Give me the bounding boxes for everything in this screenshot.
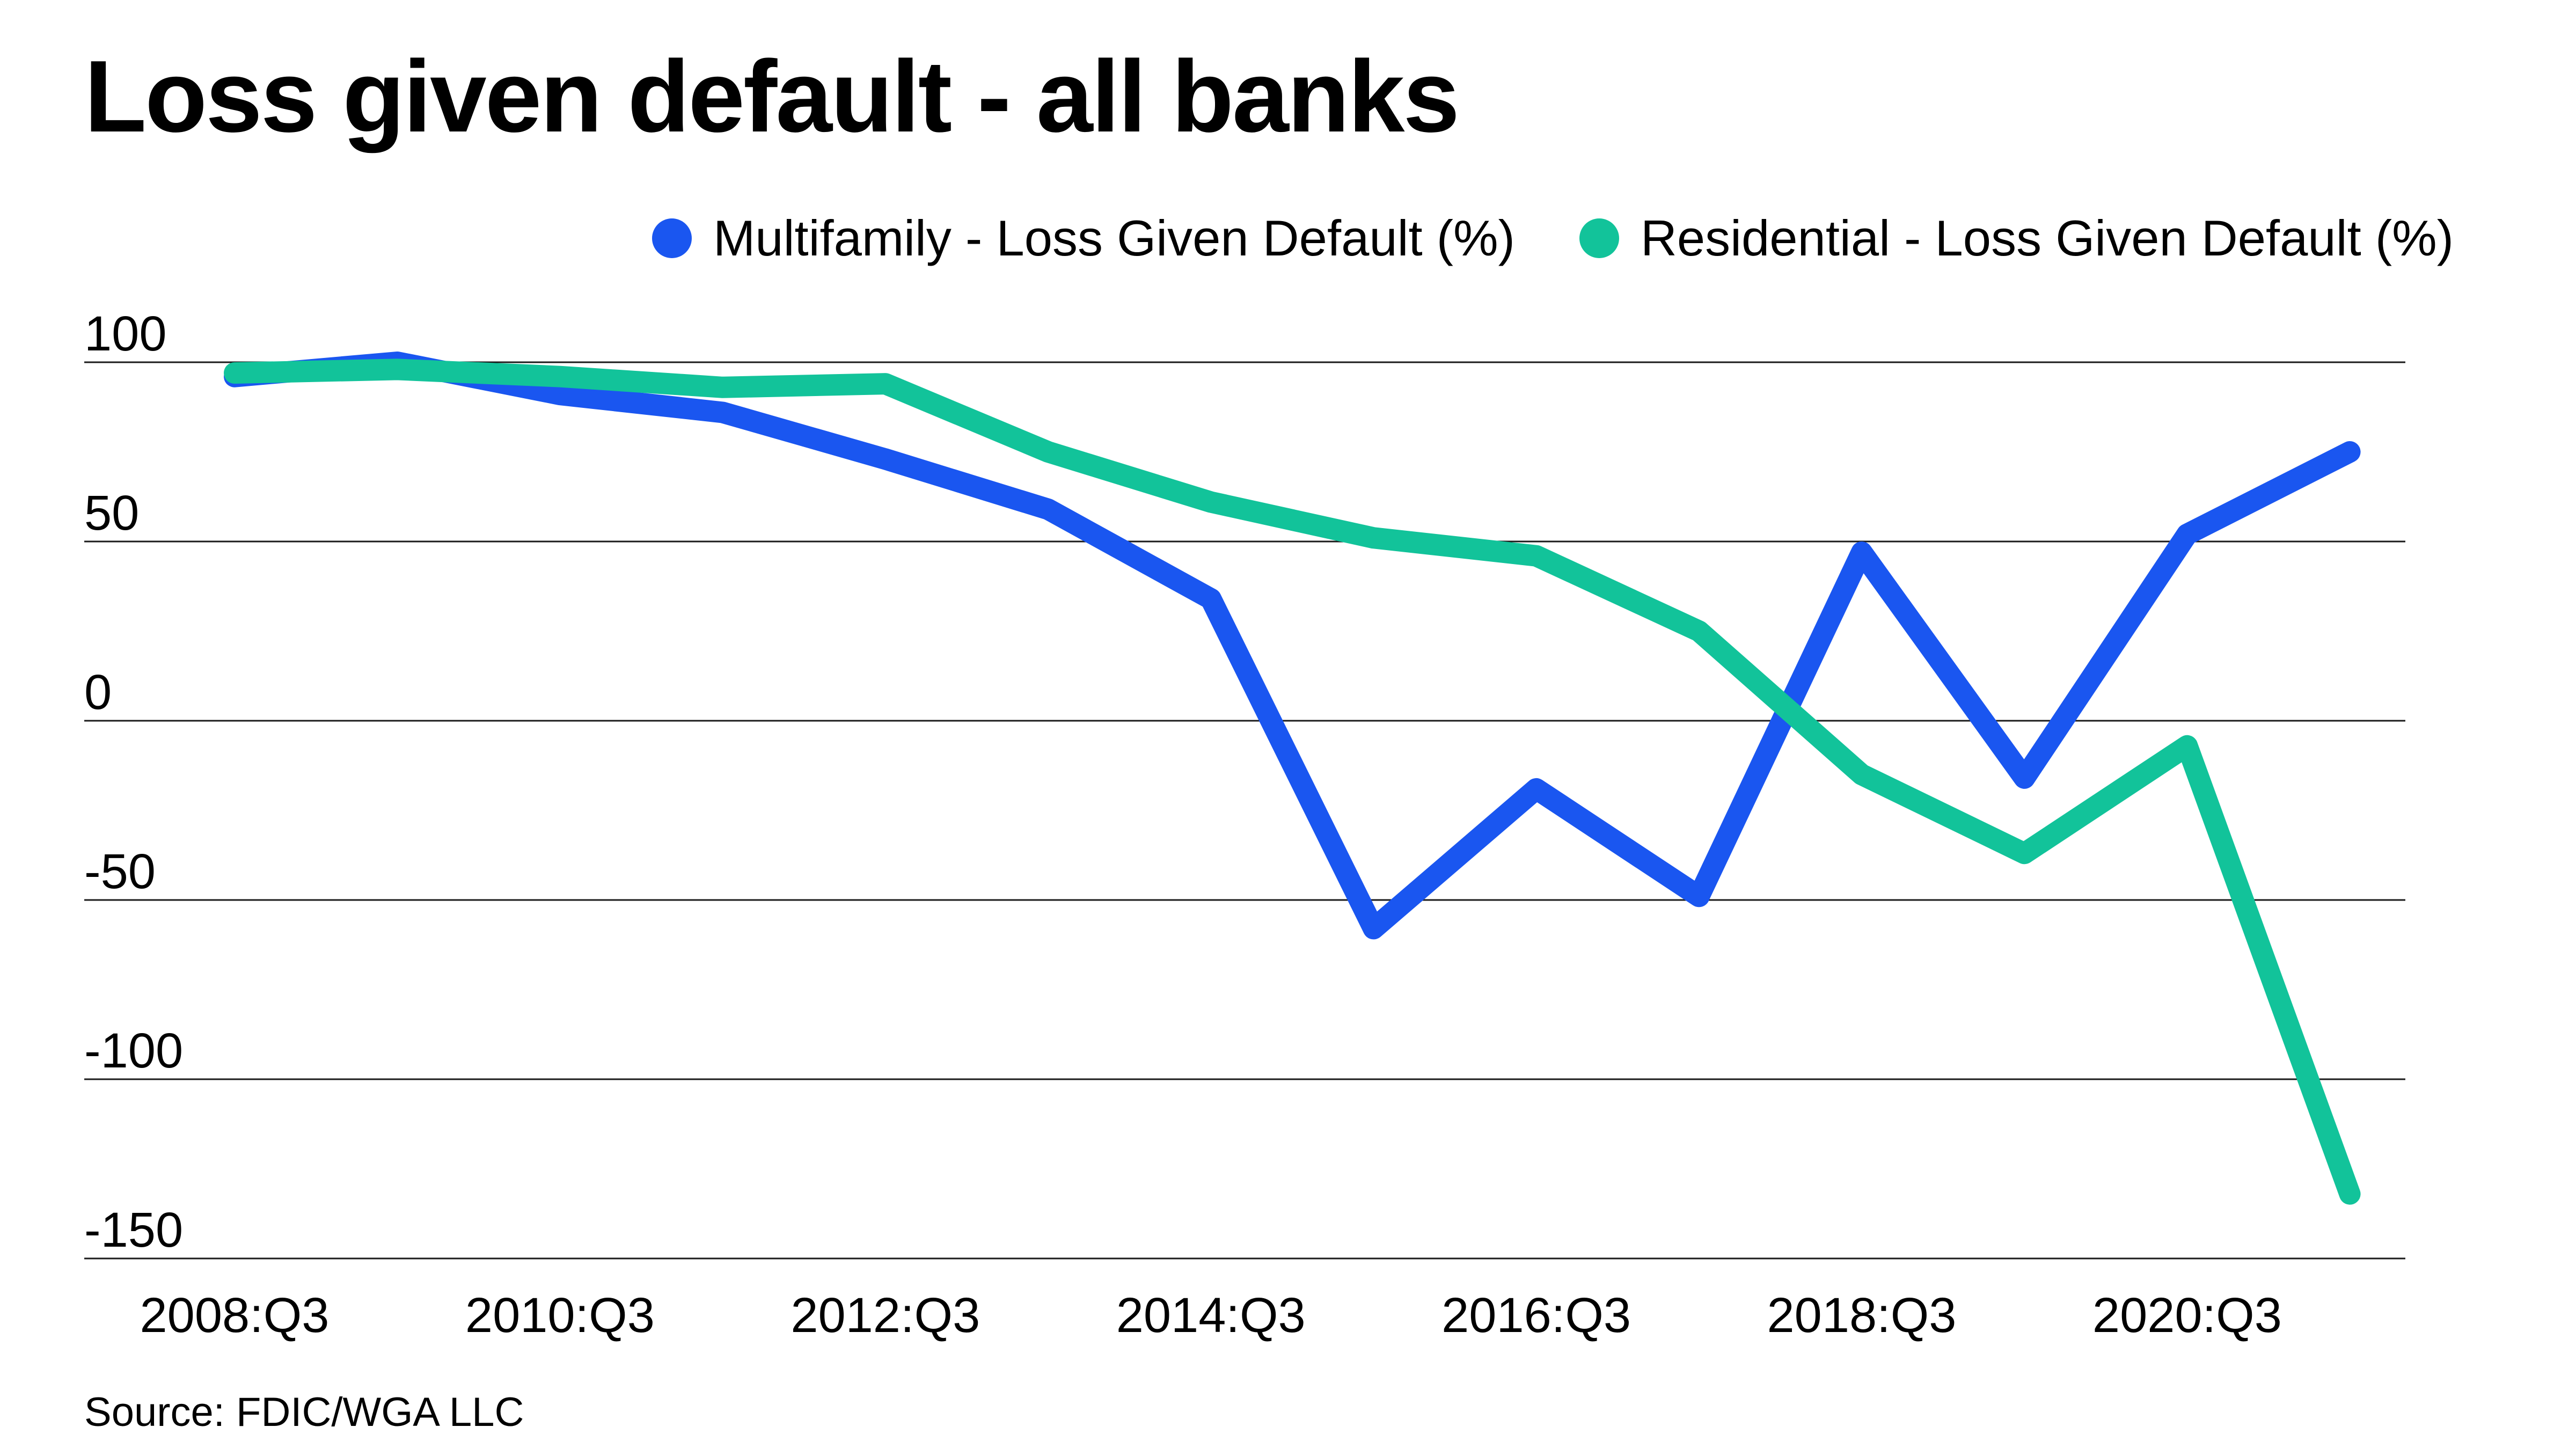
y-tick-label: -50 (84, 844, 156, 899)
y-tick-label: 0 (84, 665, 112, 720)
series-line-residential (224, 358, 2361, 1205)
y-tick-label: 100 (84, 306, 167, 361)
x-tick-label: 2010:Q3 (465, 1288, 655, 1343)
chart-title: Loss given default - all banks (84, 40, 1460, 153)
data-point (1697, 630, 1700, 632)
data-point (2348, 451, 2351, 453)
data-point (559, 393, 561, 396)
data-point (1210, 501, 1212, 503)
source-note: Source: FDIC/WGA LLC (84, 1389, 524, 1435)
data-point (1372, 927, 1375, 930)
y-tick-label: 50 (84, 486, 139, 540)
y-tick-label: -150 (84, 1203, 183, 1257)
x-tick-label: 2020:Q3 (2092, 1288, 2282, 1343)
data-point (721, 386, 724, 389)
data-point (1535, 554, 1538, 557)
chart-legend: Multifamily - Loss Given Default (%) Resi… (652, 209, 2454, 267)
series-line-multifamily (224, 352, 2361, 940)
x-tick-label: 2012:Q3 (791, 1288, 980, 1343)
data-point (1047, 451, 1049, 453)
y-tick-label: -100 (84, 1023, 183, 1078)
data-point (396, 368, 399, 371)
legend-label: Residential - Loss Given Default (%) (1640, 210, 2454, 266)
data-point (1372, 537, 1375, 539)
data-point (233, 372, 236, 375)
data-point (1210, 597, 1212, 600)
legend-swatch (652, 218, 692, 258)
data-point (884, 383, 887, 385)
data-point (1861, 773, 1863, 776)
legend-swatch (1579, 218, 1619, 258)
data-point (559, 375, 561, 378)
data-point (884, 458, 887, 460)
x-tick-label: 2014:Q3 (1116, 1288, 1306, 1343)
data-point (2023, 852, 2026, 855)
x-tick-label: 2008:Q3 (140, 1288, 330, 1343)
x-tick-label: 2018:Q3 (1767, 1288, 1957, 1343)
legend-item: Residential - Loss Given Default (%) (1579, 209, 2454, 267)
data-point (1697, 895, 1700, 898)
data-point (1047, 508, 1049, 510)
data-point (2186, 533, 2189, 536)
data-point (721, 411, 724, 414)
data-point (1861, 551, 1863, 554)
legend-item: Multifamily - Loss Given Default (%) (652, 209, 1515, 267)
data-point (2023, 777, 2026, 779)
data-point (1535, 787, 1538, 790)
data-point (2348, 1192, 2351, 1195)
legend-label: Multifamily - Loss Given Default (%) (713, 210, 1515, 266)
x-tick-label: 2016:Q3 (1441, 1288, 1631, 1343)
data-point (2186, 744, 2189, 747)
